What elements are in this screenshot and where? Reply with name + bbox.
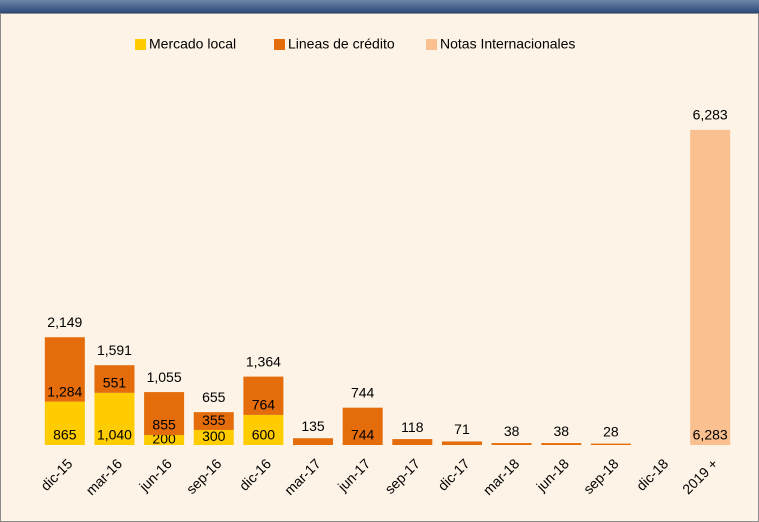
bar-segment [541, 443, 582, 445]
bar-segment [590, 443, 631, 445]
total-label: 1,591 [97, 342, 132, 358]
data-label: 71 [454, 421, 470, 437]
data-label: 855 [152, 417, 176, 433]
data-label: 300 [202, 428, 226, 444]
data-label: 38 [553, 423, 569, 439]
bar-segment [94, 392, 135, 445]
bar-segment [392, 439, 433, 445]
legend-swatch [426, 39, 437, 50]
data-label: 600 [252, 427, 276, 443]
bar-segment [193, 412, 234, 430]
bar-segment [144, 434, 185, 445]
bar-segment [441, 441, 482, 445]
data-label: 118 [401, 419, 424, 435]
total-label: 1,364 [246, 353, 281, 369]
bar-segment [243, 376, 284, 415]
total-label: 6,283 [693, 107, 728, 123]
total-label: 655 [202, 389, 226, 405]
legend-swatch [135, 39, 146, 50]
bar-segment [243, 414, 284, 445]
bar-segment [293, 438, 334, 445]
bar-segment [690, 129, 731, 446]
data-label: 1,284 [47, 383, 82, 399]
data-label: 6,283 [693, 427, 728, 443]
legend-label: Notas Internacionales [440, 36, 575, 52]
legend-label: Lineas de crédito [288, 36, 395, 52]
legend-label: Mercado local [149, 36, 236, 52]
data-label: 38 [504, 423, 520, 439]
data-label: 355 [202, 412, 226, 428]
bar-segment [44, 337, 85, 402]
bar-segment [144, 392, 185, 435]
data-label: 135 [301, 418, 325, 434]
data-label: 744 [351, 427, 375, 443]
data-label: 764 [252, 397, 276, 413]
bar-segment [94, 365, 135, 393]
data-label: 1,040 [97, 427, 132, 443]
header-bar [0, 0, 759, 13]
total-label: 1,055 [147, 369, 182, 385]
total-label: 2,149 [47, 314, 82, 330]
bar-segment [342, 407, 383, 445]
total-label: 744 [351, 384, 375, 400]
data-label: 865 [53, 427, 77, 443]
bar-segment [44, 401, 85, 445]
data-label: 28 [603, 423, 619, 439]
bar-segment [193, 429, 234, 445]
bar-segment [491, 443, 532, 445]
data-label: 551 [103, 375, 127, 391]
legend-swatch [274, 39, 285, 50]
